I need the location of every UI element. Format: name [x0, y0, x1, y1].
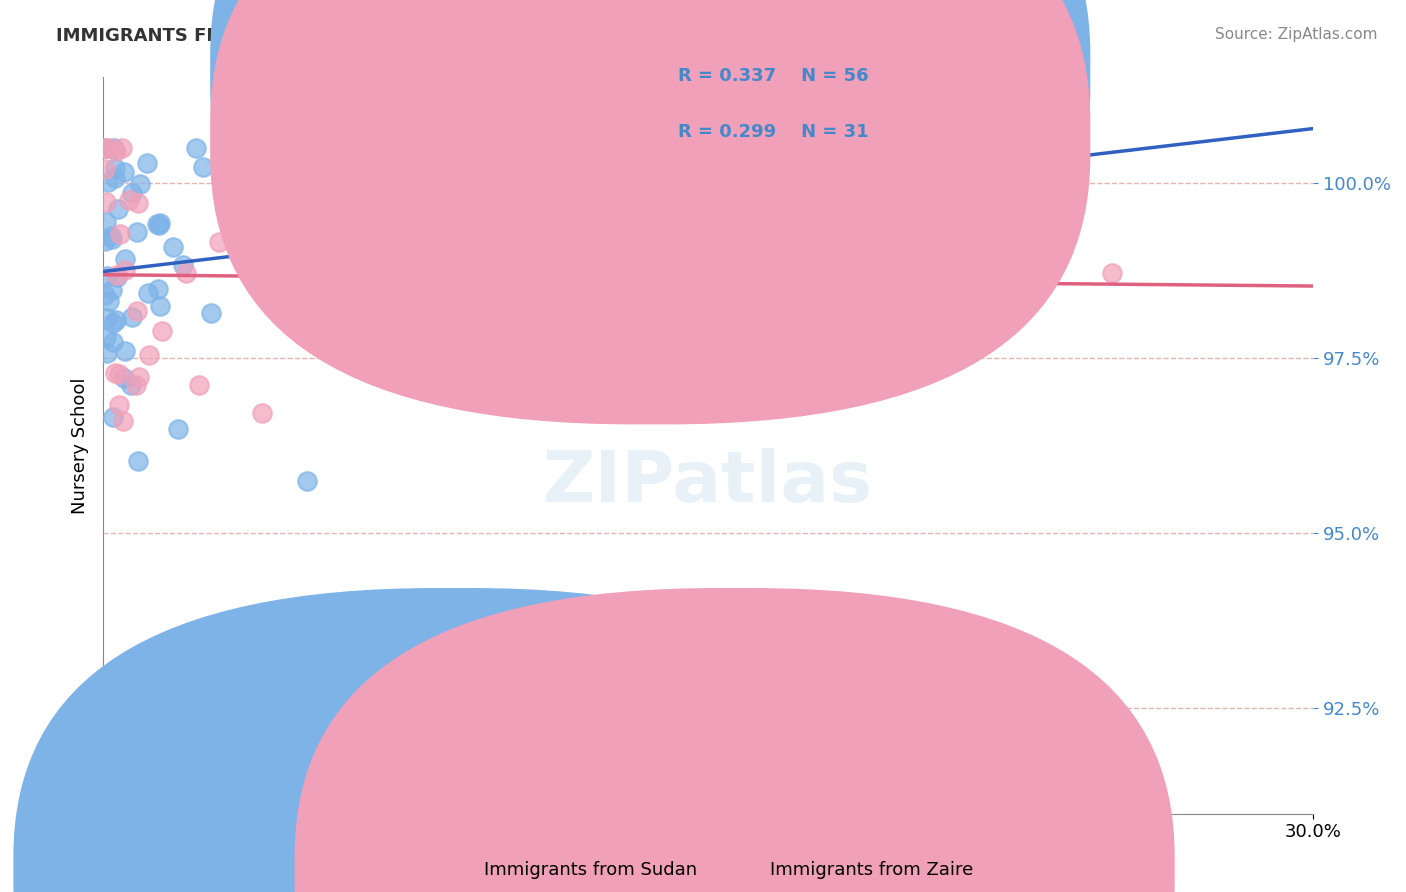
- Immigrants from Sudan: [148, 219, 170, 233]
- Immigrants from Sudan: [354, 344, 377, 359]
- Immigrants from Sudan: [129, 177, 152, 191]
- Immigrants from Zaire: [110, 227, 132, 241]
- Immigrants from Zaire: [105, 144, 128, 158]
- Immigrants from Sudan: [98, 294, 121, 309]
- Immigrants from Sudan: [166, 422, 188, 436]
- Y-axis label: Nursery School: Nursery School: [72, 377, 89, 514]
- Immigrants from Sudan: [149, 216, 172, 230]
- Immigrants from Sudan: [100, 229, 122, 244]
- Immigrants from Zaire: [98, 140, 121, 154]
- Immigrants from Zaire: [105, 268, 128, 282]
- Immigrants from Zaire: [187, 378, 209, 392]
- Immigrants from Zaire: [104, 367, 127, 381]
- Immigrants from Sudan: [96, 311, 118, 326]
- Immigrants from Zaire: [111, 140, 134, 154]
- Immigrants from Sudan: [127, 454, 149, 468]
- Text: IMMIGRANTS FROM SUDAN VS IMMIGRANTS FROM ZAIRE NURSERY SCHOOL CORRELATION CHART: IMMIGRANTS FROM SUDAN VS IMMIGRANTS FROM…: [56, 27, 1045, 45]
- Immigrants from Zaire: [174, 267, 197, 281]
- Immigrants from Sudan: [162, 240, 184, 254]
- Immigrants from Sudan: [105, 313, 128, 327]
- Immigrants from Sudan: [101, 317, 124, 331]
- Text: Immigrants from Zaire: Immigrants from Zaire: [770, 861, 973, 879]
- Immigrants from Sudan: [146, 217, 169, 231]
- Immigrants from Zaire: [108, 398, 131, 412]
- Immigrants from Zaire: [108, 367, 131, 381]
- Immigrants from Sudan: [186, 140, 208, 154]
- Immigrants from Zaire: [125, 303, 148, 318]
- Immigrants from Sudan: [271, 140, 294, 154]
- Immigrants from Sudan: [149, 299, 172, 313]
- Immigrants from Zaire: [273, 227, 295, 242]
- Immigrants from Zaire: [118, 194, 141, 208]
- Immigrants from Zaire: [264, 298, 287, 312]
- Immigrants from Zaire: [250, 406, 273, 420]
- Immigrants from Sudan: [112, 370, 135, 384]
- Immigrants from Sudan: [96, 268, 118, 283]
- Immigrants from Zaire: [1101, 266, 1123, 280]
- Immigrants from Sudan: [374, 140, 396, 154]
- Immigrants from Sudan: [104, 171, 127, 186]
- Immigrants from Sudan: [94, 215, 117, 229]
- Immigrants from Sudan: [148, 282, 170, 296]
- Immigrants from Sudan: [120, 377, 142, 392]
- Immigrants from Zaire: [231, 194, 253, 209]
- Immigrants from Sudan: [96, 345, 118, 359]
- Text: Immigrants from Sudan: Immigrants from Sudan: [484, 861, 697, 879]
- Immigrants from Sudan: [135, 156, 157, 170]
- Immigrants from Zaire: [94, 140, 117, 154]
- Immigrants from Zaire: [128, 370, 150, 384]
- Text: R = 0.337    N = 56: R = 0.337 N = 56: [678, 67, 869, 85]
- Immigrants from Zaire: [114, 263, 136, 277]
- Immigrants from Zaire: [395, 350, 418, 364]
- Text: Source: ZipAtlas.com: Source: ZipAtlas.com: [1215, 27, 1378, 42]
- Immigrants from Sudan: [94, 287, 117, 301]
- Immigrants from Sudan: [97, 175, 120, 189]
- Immigrants from Sudan: [105, 270, 128, 285]
- Immigrants from Sudan: [101, 232, 124, 246]
- Immigrants from Zaire: [125, 378, 148, 392]
- Immigrants from Sudan: [107, 202, 129, 217]
- Immigrants from Zaire: [127, 195, 149, 210]
- Immigrants from Sudan: [112, 164, 135, 178]
- Immigrants from Sudan: [214, 140, 236, 154]
- Text: R = 0.299    N = 31: R = 0.299 N = 31: [678, 123, 869, 141]
- Immigrants from Zaire: [314, 213, 336, 227]
- Immigrants from Sudan: [456, 207, 478, 221]
- Immigrants from Sudan: [304, 251, 326, 265]
- Immigrants from Sudan: [121, 310, 143, 325]
- Immigrants from Sudan: [104, 161, 127, 176]
- Immigrants from Sudan: [103, 410, 125, 425]
- Text: ZIPatlas: ZIPatlas: [543, 448, 873, 516]
- Immigrants from Zaire: [138, 348, 160, 362]
- Immigrants from Zaire: [94, 162, 117, 177]
- Immigrants from Sudan: [114, 343, 136, 358]
- Immigrants from Zaire: [208, 235, 231, 249]
- Immigrants from Sudan: [415, 254, 437, 268]
- Immigrants from Sudan: [295, 474, 318, 488]
- Immigrants from Sudan: [191, 160, 214, 174]
- Immigrants from Sudan: [103, 335, 125, 350]
- Immigrants from Zaire: [150, 324, 173, 338]
- Immigrants from Sudan: [101, 283, 124, 297]
- Immigrants from Sudan: [114, 252, 136, 267]
- Immigrants from Sudan: [136, 285, 159, 300]
- Immigrants from Sudan: [200, 306, 222, 320]
- Immigrants from Zaire: [112, 414, 135, 428]
- Immigrants from Zaire: [94, 195, 117, 210]
- Immigrants from Sudan: [103, 140, 125, 154]
- Immigrants from Sudan: [94, 140, 117, 154]
- Immigrants from Sudan: [94, 234, 117, 248]
- Immigrants from Sudan: [980, 140, 1002, 154]
- Immigrants from Sudan: [172, 258, 194, 272]
- Immigrants from Sudan: [94, 329, 117, 343]
- Immigrants from Sudan: [314, 249, 336, 263]
- Immigrants from Sudan: [121, 186, 143, 201]
- Immigrants from Zaire: [333, 157, 356, 171]
- Immigrants from Sudan: [274, 203, 297, 218]
- Immigrants from Sudan: [127, 225, 149, 239]
